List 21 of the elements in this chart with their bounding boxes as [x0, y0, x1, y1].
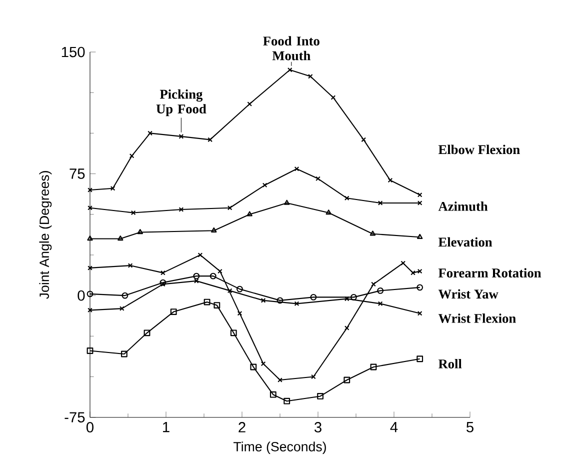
x-tick-label: 1 — [163, 422, 170, 432]
x-tick-label: 5 — [466, 422, 474, 432]
annotation: Food Into Mouth — [263, 36, 320, 60]
series-label: Elevation — [438, 237, 492, 247]
y-tick-label: 75 — [70, 168, 85, 179]
annotation: Picking Up Food — [156, 89, 206, 116]
series-label: Wrist Flexion — [438, 314, 516, 324]
series-label: Forearm Rotation — [438, 268, 542, 278]
x-axis-title: Time (Seconds) — [233, 442, 326, 454]
y-tick-label: 0 — [78, 290, 85, 301]
x-tick-label: 0 — [86, 422, 94, 432]
x-tick-label: 2 — [238, 422, 246, 432]
text: Elbow Flexion — [438, 144, 520, 154]
series-label: Azimuth — [438, 202, 488, 211]
y-axis-title: Joint Angle (Degrees) — [39, 171, 52, 299]
series-label: Roll — [438, 359, 462, 368]
y-tick-label: -75 — [64, 412, 85, 422]
series-label: Wrist Yaw — [438, 289, 498, 299]
x-tick-label: 3 — [314, 422, 322, 432]
y-tick-label: 150 — [62, 46, 85, 58]
x-tick-label: 4 — [390, 422, 398, 432]
